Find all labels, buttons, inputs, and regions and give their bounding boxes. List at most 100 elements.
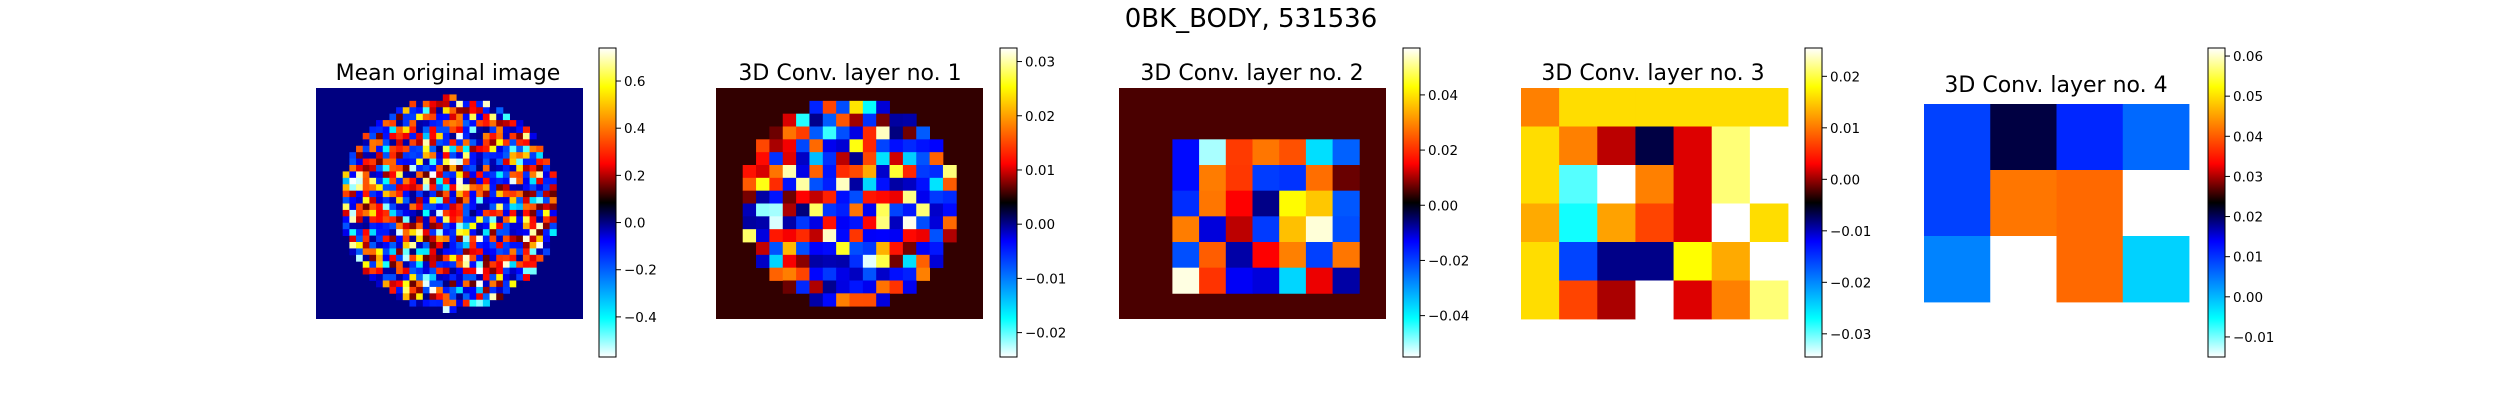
heatmap-cell (516, 184, 524, 192)
heatmap-cell (1521, 126, 1560, 166)
panel-5-colorbar: 0.06 0.05 0.04 0.03 0.02 0.01 0.00 −0.01 (2207, 47, 2274, 358)
heatmap-cell (422, 177, 430, 185)
heatmap-cell (522, 222, 530, 230)
heatmap-cell (1597, 88, 1636, 127)
heatmap-cell (876, 190, 890, 204)
heatmap-cell (849, 152, 864, 166)
heatmap-cell (416, 145, 424, 153)
panel-1-heatmap (316, 88, 583, 319)
heatmap-cell (782, 165, 797, 179)
heatmap-cell (1252, 165, 1280, 192)
heatmap-cell (369, 261, 377, 269)
panel-1-title: Mean original image (336, 61, 561, 86)
heatmap-cell (502, 171, 510, 179)
heatmap-cell (382, 197, 390, 204)
heatmap-cell (462, 254, 470, 262)
heatmap-cell (456, 165, 464, 172)
heatmap-cell (442, 261, 450, 269)
heatmap-cell (516, 222, 524, 230)
heatmap-cell (422, 158, 430, 166)
heatmap-cell (522, 165, 530, 172)
heatmap-cell (402, 139, 410, 147)
heatmap-cell (536, 222, 544, 230)
colorbar-tick-label: 0.03 (1025, 55, 1055, 71)
heatmap-cell (769, 203, 784, 217)
heatmap-cell (536, 145, 544, 153)
heatmap-cell (389, 216, 397, 224)
heatmap-cell (1711, 165, 1751, 204)
heatmap-cell (409, 286, 417, 294)
heatmap-cell (369, 184, 377, 192)
heatmap-cell (529, 209, 537, 217)
heatmap-cell (436, 171, 444, 179)
heatmap-cell (496, 203, 504, 211)
heatmap-cell (476, 293, 484, 301)
heatmap-cell (429, 286, 437, 294)
heatmap-cell (1172, 242, 1200, 269)
heatmap-cell (929, 229, 944, 243)
heatmap-cell (469, 197, 477, 204)
heatmap-cell (376, 171, 384, 179)
heatmap-cell (382, 274, 390, 281)
heatmap-cell (422, 229, 430, 236)
heatmap-cell (516, 229, 524, 236)
heatmap-cell (529, 184, 537, 192)
heatmap-cell (522, 132, 530, 140)
heatmap-cell (422, 132, 430, 140)
heatmap-cell (456, 120, 464, 127)
heatmap-cell (449, 209, 457, 217)
heatmap-cell (916, 203, 930, 217)
heatmap-cell (449, 152, 457, 159)
heatmap-cell (1332, 139, 1360, 166)
colorbar-tick-label: −0.02 (1830, 275, 1871, 291)
heatmap-cell (876, 139, 890, 153)
heatmap-cell (442, 286, 450, 294)
heatmap-cell (429, 145, 437, 153)
heatmap-cell (356, 197, 364, 204)
heatmap-cell (1559, 165, 1598, 204)
heatmap-cell (462, 209, 470, 217)
heatmap-cell (849, 267, 864, 281)
heatmap-cell (449, 171, 457, 179)
heatmap-cell (469, 216, 477, 224)
heatmap-cell (529, 267, 537, 275)
heatmap-cell (442, 209, 450, 217)
heatmap-cell (902, 165, 917, 179)
heatmap-cell (516, 190, 524, 198)
heatmap-cell (402, 242, 410, 249)
heatmap-cell (356, 152, 364, 159)
heatmap-cell (462, 145, 470, 153)
heatmap-cell (916, 267, 930, 281)
heatmap-cell (542, 184, 551, 192)
heatmap-cell (436, 126, 444, 134)
heatmap-cell (822, 267, 837, 281)
heatmap-cell (482, 165, 490, 172)
heatmap-cell (469, 113, 477, 121)
heatmap-cell (396, 145, 404, 153)
heatmap-cell (1559, 242, 1598, 281)
heatmap-cell (396, 248, 404, 256)
heatmap-cell (369, 267, 377, 275)
heatmap-cell (809, 242, 824, 256)
heatmap-cell (1252, 216, 1280, 243)
panel-3-colorbar: 0.04 0.02 0.00 −0.02 −0.04 (1402, 47, 1469, 358)
heatmap-cell (409, 184, 417, 192)
heatmap-cell (902, 267, 917, 281)
heatmap-cell (436, 248, 444, 256)
heatmap-cell (862, 190, 877, 204)
heatmap-cell (476, 267, 484, 275)
heatmap-cell (782, 267, 797, 281)
heatmap-cell (489, 145, 497, 153)
heatmap-cell (489, 222, 497, 230)
heatmap-cell (876, 229, 890, 243)
heatmap-cell (496, 139, 504, 147)
heatmap-cell (356, 229, 364, 236)
heatmap-cell (429, 203, 437, 211)
heatmap-cell (442, 171, 450, 179)
heatmap-cell (362, 165, 370, 172)
heatmap-cell (489, 286, 497, 294)
heatmap-cell (849, 280, 864, 294)
heatmap-cell (502, 152, 510, 159)
heatmap-cell (836, 216, 850, 230)
heatmap-cell (382, 235, 390, 243)
